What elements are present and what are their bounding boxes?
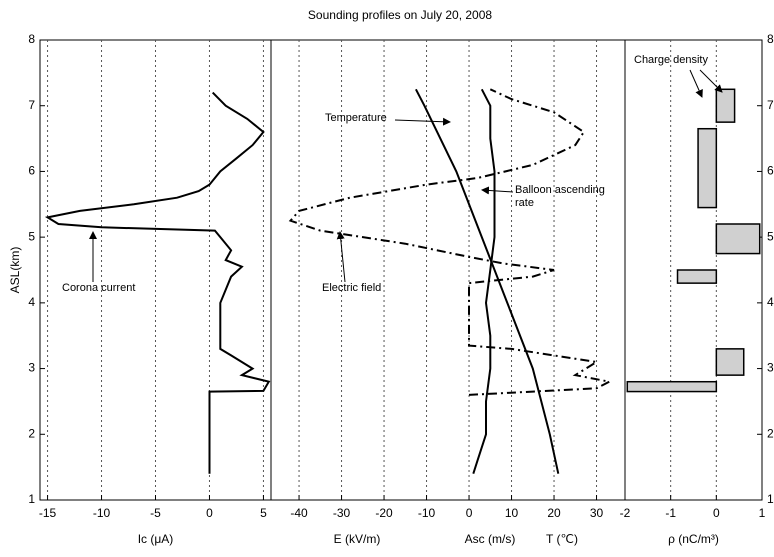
charge-bar	[715, 348, 745, 376]
y-tick-label: 6	[767, 164, 774, 178]
chart-title: Sounding profiles on July 20, 2008	[308, 8, 492, 22]
x-tick-label: -20	[375, 506, 393, 520]
annotation-arrow	[394, 117, 451, 126]
y-tick-label: 3	[28, 361, 35, 375]
x-tick-label: -10	[93, 506, 111, 520]
charge-bar	[715, 88, 736, 123]
annotation: Charge density	[634, 54, 708, 66]
x-tick-label: -30	[333, 506, 351, 520]
x-tick-label: -10	[418, 506, 436, 520]
y-tick-label: 3	[767, 361, 774, 375]
y-tick-label: 4	[767, 295, 774, 309]
x-tick-label: -2	[620, 506, 631, 520]
x-tick-label: 5	[260, 506, 267, 520]
charge-bar	[697, 127, 718, 209]
y-tick-label: 5	[767, 229, 774, 243]
annotation-arrow	[336, 231, 346, 283]
x-axis-label: T (℃)	[546, 532, 578, 546]
y-tick-label: 1	[767, 492, 774, 506]
annotation-text: Electric field	[322, 282, 382, 294]
annotation: Corona current	[62, 282, 136, 294]
y-tick-label: 7	[28, 98, 35, 112]
annotation-text: Balloon ascending rate	[515, 184, 605, 209]
y-axis-label: ASL(km)	[8, 247, 22, 294]
annotation-arrow	[689, 69, 703, 98]
x-axis-label: Asc (m/s)	[465, 532, 516, 546]
charge-bar	[676, 269, 718, 284]
annotation-arrow	[699, 69, 723, 93]
x-tick-label: -15	[39, 506, 57, 520]
annotation: Electric field	[322, 282, 382, 294]
y-tick-label: 1	[28, 492, 35, 506]
panel-frame	[624, 39, 763, 501]
profile-line	[472, 88, 496, 475]
x-tick-label: 10	[505, 506, 519, 520]
y-tick-label: 8	[28, 32, 35, 46]
y-tick-label: 7	[767, 98, 774, 112]
x-tick-label: 30	[590, 506, 604, 520]
annotation-text: Temperature	[325, 112, 387, 124]
x-tick-label: 20	[547, 506, 561, 520]
y-tick-label: 2	[767, 426, 774, 440]
profile-line	[288, 88, 613, 396]
x-tick-label: -40	[290, 506, 308, 520]
x-tick-label: 1	[759, 506, 766, 520]
annotation: Balloon ascending rate	[515, 184, 605, 209]
annotation-arrow	[481, 186, 514, 195]
charge-bar	[626, 380, 718, 393]
x-axis-label: Ic (μA)	[138, 532, 174, 546]
annotation: Temperature	[325, 112, 387, 124]
y-tick-label: 4	[28, 295, 35, 309]
x-tick-label: 0	[713, 506, 720, 520]
x-axis-label: E (kV/m)	[334, 532, 381, 546]
annotation-text: Corona current	[62, 282, 136, 294]
x-tick-label: 0	[206, 506, 213, 520]
y-tick-label: 2	[28, 426, 35, 440]
x-tick-label: 0	[466, 506, 473, 520]
panel-frame	[270, 39, 626, 501]
profile-line	[415, 88, 560, 474]
charge-bar	[715, 223, 761, 255]
x-axis-label: ρ (nC/m³)	[668, 532, 719, 546]
annotation-text: Charge density	[634, 54, 708, 66]
y-tick-label: 5	[28, 229, 35, 243]
y-tick-label: 8	[767, 32, 774, 46]
x-tick-label: -5	[150, 506, 161, 520]
x-tick-label: -1	[665, 506, 676, 520]
y-tick-label: 6	[28, 164, 35, 178]
profile-line	[44, 91, 271, 474]
